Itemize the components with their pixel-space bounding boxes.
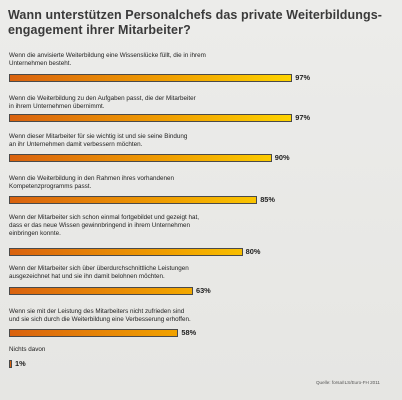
value-label: 97% xyxy=(295,73,311,82)
bar-label-line: in ihrem Unternehmen übernimmt. xyxy=(9,102,105,110)
bar-label: Nichts davon xyxy=(9,346,309,354)
bar xyxy=(9,196,258,204)
bar-label-line: dass er das neue Wissen gewinnbringend i… xyxy=(9,221,190,229)
value-label: 80% xyxy=(245,247,261,256)
bar-label: Wenn sie mit der Leistung des Mitarbeite… xyxy=(9,308,309,324)
value-label: 1% xyxy=(15,359,26,368)
bar-label-line: Unternehmen besteht. xyxy=(9,59,72,67)
bar-label-line: Wenn dieser Mitarbeiter für sie wichtig … xyxy=(9,133,188,140)
value-label: 58% xyxy=(181,328,197,337)
bar-label: Wenn der Mitarbeiter sich über überdurch… xyxy=(9,265,309,281)
bar-label: Wenn die anvisierte Weiterbildung eine W… xyxy=(9,52,309,68)
bar-label-line: Wenn die anvisierte Weiterbildung eine W… xyxy=(9,52,206,59)
bar xyxy=(9,154,272,162)
bar-label-line: Wenn die Weiterbildung zu den Aufgaben p… xyxy=(9,95,196,102)
bar-label-line: Kompetenzprogramms passt. xyxy=(9,182,92,190)
bar-label-line: an ihr Unternehmen damit verbessern möch… xyxy=(9,140,143,148)
chart-title: Wann unterstützen Personalchefs das priv… xyxy=(8,8,394,38)
bar-label-line: Wenn sie mit der Leistung des Mitarbeite… xyxy=(9,308,185,315)
value-label: 90% xyxy=(274,153,290,162)
bar-label: Wenn dieser Mitarbeiter für sie wichtig … xyxy=(9,133,309,149)
bar-label-line: Wenn die Weiterbildung in den Rahmen ihr… xyxy=(9,175,174,182)
bar-label: Wenn die Weiterbildung in den Rahmen ihr… xyxy=(9,175,309,191)
bar xyxy=(9,329,179,337)
bar xyxy=(9,360,12,368)
bar-label: Wenn der Mitarbeiter sich schon einmal f… xyxy=(9,214,309,237)
bar xyxy=(9,287,193,295)
value-label: 97% xyxy=(295,113,311,122)
value-label: 85% xyxy=(260,195,275,204)
bar xyxy=(9,248,243,256)
chart-title-line-2: engagement ihrer Mitarbeiter? xyxy=(8,23,191,37)
bar-label-line: Wenn der Mitarbeiter sich schon einmal f… xyxy=(9,214,199,221)
bar-label-line: ausgezeichnet hat und sie ihn damit belo… xyxy=(9,272,165,280)
chart-title-line-1: Wann unterstützen Personalchefs das priv… xyxy=(8,8,383,22)
bar-label: Wenn die Weiterbildung zu den Aufgaben p… xyxy=(9,95,309,111)
bar xyxy=(9,74,293,82)
bar-label-line: Nichts davon xyxy=(9,346,46,353)
value-label: 63% xyxy=(195,286,211,295)
source-note: Quelle: forsa/ILS/Euro-FH 2011 xyxy=(315,380,380,385)
bar-label-line: einbringen konnte. xyxy=(9,229,61,237)
bar xyxy=(9,114,293,122)
bar-label-line: Wenn der Mitarbeiter sich über überdurch… xyxy=(9,265,189,272)
bar-label-line: und sie sich durch die Weiterbildung ein… xyxy=(9,315,191,323)
